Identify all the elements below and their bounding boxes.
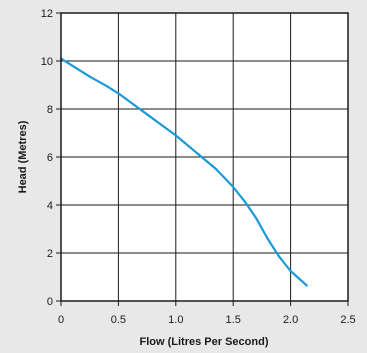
series-point-0-16 xyxy=(305,284,308,287)
x-tick-label: 0.5 xyxy=(111,314,126,326)
x-axis-title: Flow (Litres Per Second) xyxy=(140,336,269,348)
y-tick-label: 8 xyxy=(47,104,53,116)
x-tick-label: 2.5 xyxy=(340,314,355,326)
series-point-0-4 xyxy=(117,92,120,95)
series-point-0-12 xyxy=(255,217,258,220)
series-point-0-11 xyxy=(243,200,246,203)
series-point-0-15 xyxy=(289,269,292,273)
x-tick-label: 2.0 xyxy=(283,314,298,326)
y-tick-label: 4 xyxy=(47,200,53,212)
y-tick-label: 2 xyxy=(47,248,53,260)
y-axis-title: Head (Metres) xyxy=(17,120,29,193)
y-tick-label: 0 xyxy=(47,296,53,308)
x-tick-labels: 0 0.5 1.0 1.5 2.0 2.5 xyxy=(58,301,356,326)
series-point-0-1 xyxy=(71,64,74,67)
y-tick-labels: 0 2 4 6 8 10 12 xyxy=(41,8,61,308)
x-tick-label: 1.5 xyxy=(226,314,241,326)
series-point-0-5 xyxy=(140,109,143,112)
series-point-0-13 xyxy=(266,237,269,240)
series-point-0-6 xyxy=(163,125,166,129)
series-point-0-9 xyxy=(214,167,218,171)
series-point-0-10 xyxy=(232,185,235,189)
y-tick-label: 12 xyxy=(41,8,53,20)
y-tick-label: 6 xyxy=(47,152,53,164)
series-point-0-14 xyxy=(278,255,281,258)
series-point-0-8 xyxy=(197,153,200,156)
series-point-0-7 xyxy=(174,134,177,137)
x-tick-label: 0 xyxy=(58,314,64,326)
y-tick-label: 10 xyxy=(41,56,53,68)
x-tick-label: 1.0 xyxy=(168,314,183,326)
grid-lines xyxy=(61,13,348,301)
series-point-0-2 xyxy=(88,75,91,78)
series-point-0-3 xyxy=(105,85,109,88)
